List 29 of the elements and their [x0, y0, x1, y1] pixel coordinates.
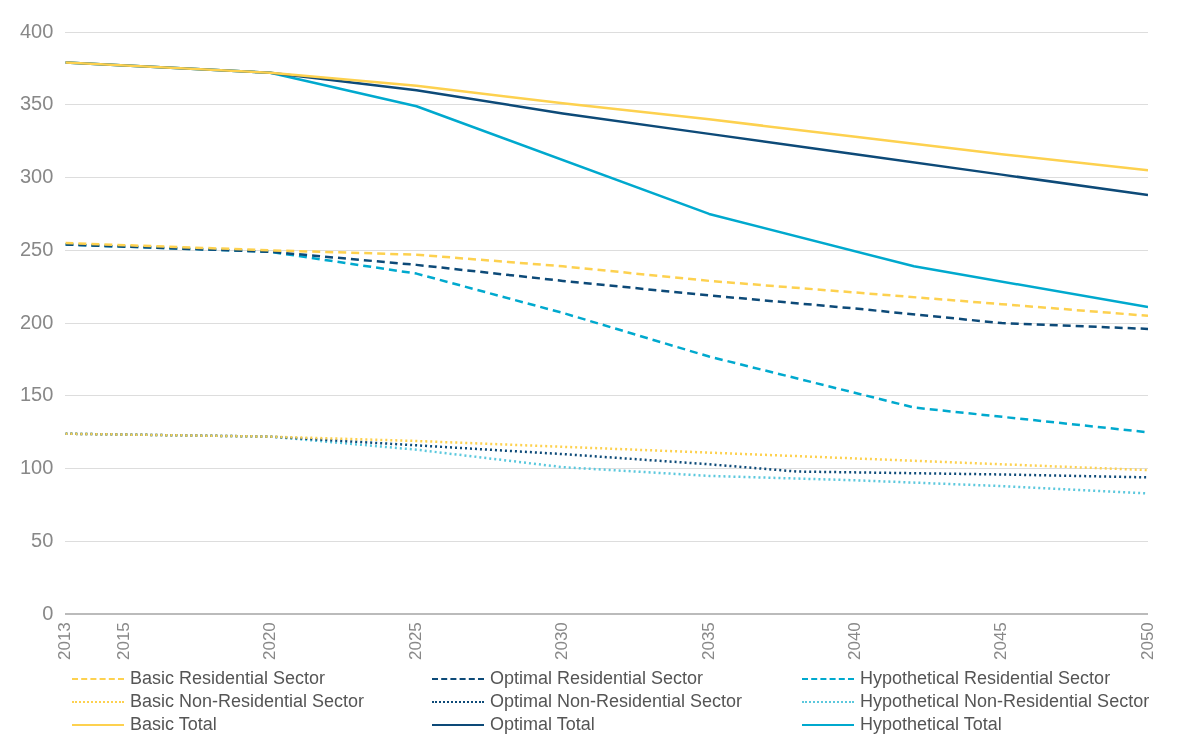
- y-tick-label: 200: [19, 310, 54, 333]
- legend-label: Basic Non-Residential Sector: [130, 691, 365, 712]
- legend-label: Basic Residential Sector: [130, 668, 326, 689]
- x-tick-label: 2045: [991, 622, 1011, 661]
- y-tick-label: 50: [31, 528, 54, 551]
- legend-label: Hypothetical Total: [860, 714, 1002, 735]
- x-tick-label: 2030: [552, 622, 572, 661]
- x-tick-label: 2013: [55, 622, 75, 661]
- legend-label: Optimal Residential Sector: [490, 668, 704, 689]
- y-tick-label: 300: [19, 165, 54, 188]
- legend-label: Optimal Total: [490, 714, 595, 735]
- y-tick-label: 150: [19, 383, 54, 406]
- y-tick-label: 350: [19, 92, 54, 115]
- x-tick-label: 2015: [113, 622, 133, 661]
- y-tick-label: 100: [19, 456, 54, 479]
- legend-label: Optimal Non-Residential Sector: [490, 691, 743, 712]
- x-tick-label: 2050: [1137, 622, 1157, 661]
- legend-label: Hypothetical Non-Residential Sector: [860, 691, 1150, 712]
- y-tick-label: 250: [19, 237, 54, 260]
- line-series: [65, 243, 1148, 331]
- x-tick-label: 2020: [259, 622, 279, 661]
- x-tick-label: 2040: [845, 622, 865, 661]
- x-tick-label: 2025: [406, 622, 426, 661]
- x-tick-label: 2035: [698, 622, 718, 661]
- legend-label: Hypothetical Residential Sector: [860, 668, 1111, 689]
- line-series: [65, 241, 1148, 318]
- y-tick-label: 0: [42, 601, 54, 624]
- y-tick-label: 400: [19, 19, 54, 42]
- legend-label: Basic Total: [130, 714, 217, 735]
